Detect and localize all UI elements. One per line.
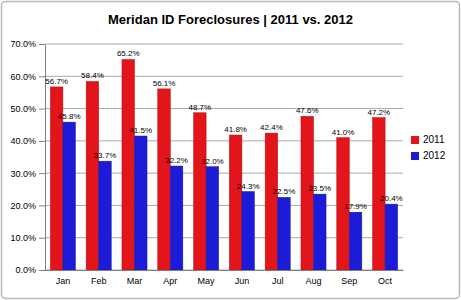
data-label: 32.0% [201,157,224,166]
tick: Oct [378,276,393,286]
tick: Mar [127,276,143,286]
bar [242,192,255,270]
tick-label: 60.0% [10,72,36,82]
legend: 2011 2012 [411,134,446,161]
tick-label: Oct [378,276,393,286]
axis-line [46,270,404,271]
data-label: 41.0% [332,128,355,137]
tick-label: 30.0% [10,169,36,179]
tick-label: Feb [91,276,107,286]
tick: Apr [163,276,177,286]
bars [50,59,397,270]
tick-label: Apr [163,276,177,286]
chart: Meridan ID Foreclosures | 2011 vs. 2012 0… [0,0,461,300]
data-label: 23.5% [308,184,331,193]
legend-swatch [411,152,419,160]
data-label: 24.3% [237,182,260,191]
data-label: 33.7% [94,151,117,160]
data-label: 41.5% [129,126,152,135]
data-label: 32.2% [165,156,188,165]
data-label: 47.2% [367,108,390,117]
bar [301,116,314,270]
bar [278,197,291,270]
tick-label: 70.0% [10,39,36,49]
tick: 10.0% [10,233,45,243]
data-label: 65.2% [117,49,140,58]
legend-label: 2011 [423,134,445,145]
data-label: 41.8% [224,125,247,134]
tick-mark [39,270,45,271]
tick: 60.0% [10,72,45,82]
tick-label: 20.0% [10,201,36,211]
tick-label: Jun [235,276,250,286]
tick: Feb [91,276,107,286]
bar [229,135,242,270]
tick: 0.0% [15,265,45,275]
tick: 70.0% [10,39,45,49]
bar [135,136,148,270]
tick-mark [39,76,45,77]
grid [45,44,403,270]
tick-label: 40.0% [10,136,36,146]
tick-label: May [198,276,216,286]
tick: 50.0% [10,104,45,114]
tick-label: Aug [305,276,321,286]
tick: Jun [235,276,250,286]
bar [99,161,112,270]
data-label: 56.7% [45,77,68,86]
bar [63,122,76,270]
data-label: 58.4% [81,71,104,80]
tick: 20.0% [10,201,45,211]
tick: Sep [341,276,357,286]
tick-label: Jul [272,276,284,286]
tick-mark [39,238,45,239]
plot: 0.0% 10.0% 20.0% 30.0% 40.0% 50.0% 60.0% 70.0% J… [10,39,403,286]
tick: May [198,276,216,286]
x-axis: Jan Feb Mar Apr May Jun Jul Aug Sep Oct [46,271,404,287]
data-label: 17.9% [344,202,367,211]
frame [2,2,460,299]
legend-swatch [411,136,419,144]
bar [349,212,362,270]
data-label: 20.4% [380,194,403,203]
bar [158,89,171,270]
legend-item: 2012 [411,150,446,161]
tick: Jan [56,276,71,286]
y-axis: 0.0% 10.0% 20.0% 30.0% 40.0% 50.0% 60.0% 70.0% [10,39,45,275]
tick: Jul [272,276,284,286]
tick-mark [39,141,45,142]
tick-label: 50.0% [10,104,36,114]
tick: 40.0% [10,136,45,146]
bar [170,166,183,270]
data-label: 22.5% [273,187,296,196]
tick-label: Jan [56,276,71,286]
tick-label: 0.0% [15,265,36,275]
legend-item: 2011 [411,134,445,145]
tick-mark [39,109,45,110]
tick-label: Mar [127,276,143,286]
data-label: 45.8% [58,112,81,121]
tick-mark [39,173,45,174]
tick-label: Sep [341,276,357,286]
tick-mark [39,205,45,206]
tick: Aug [305,276,321,286]
data-label: 47.6% [296,106,319,115]
bar [194,113,207,270]
data-label: 48.7% [188,103,211,112]
bar [122,59,135,270]
legend-label: 2012 [423,150,446,161]
data-labels: 56.7% 58.4% 65.2% 56.1% 48.7% 41.8% 42.4% 47.6%… [45,49,402,211]
tick: 30.0% [10,169,45,179]
data-label: 56.1% [153,79,176,88]
data-label: 42.4% [260,123,283,132]
bar [385,204,398,270]
title: Meridan ID Foreclosures | 2011 vs. 2012 [108,12,353,27]
grid-line [45,44,403,45]
bar [206,167,219,270]
bar [314,194,327,270]
bar [86,81,99,270]
tick-mark [39,44,45,45]
tick-label: 10.0% [10,233,36,243]
bar [265,133,278,270]
